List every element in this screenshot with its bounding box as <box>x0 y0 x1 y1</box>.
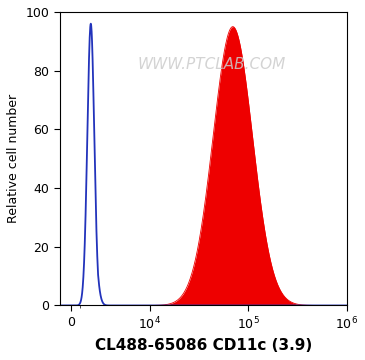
Text: WWW.PTCLAB.COM: WWW.PTCLAB.COM <box>138 57 286 72</box>
X-axis label: CL488-65086 CD11c (3.9): CL488-65086 CD11c (3.9) <box>95 338 312 353</box>
Y-axis label: Relative cell number: Relative cell number <box>7 94 20 223</box>
